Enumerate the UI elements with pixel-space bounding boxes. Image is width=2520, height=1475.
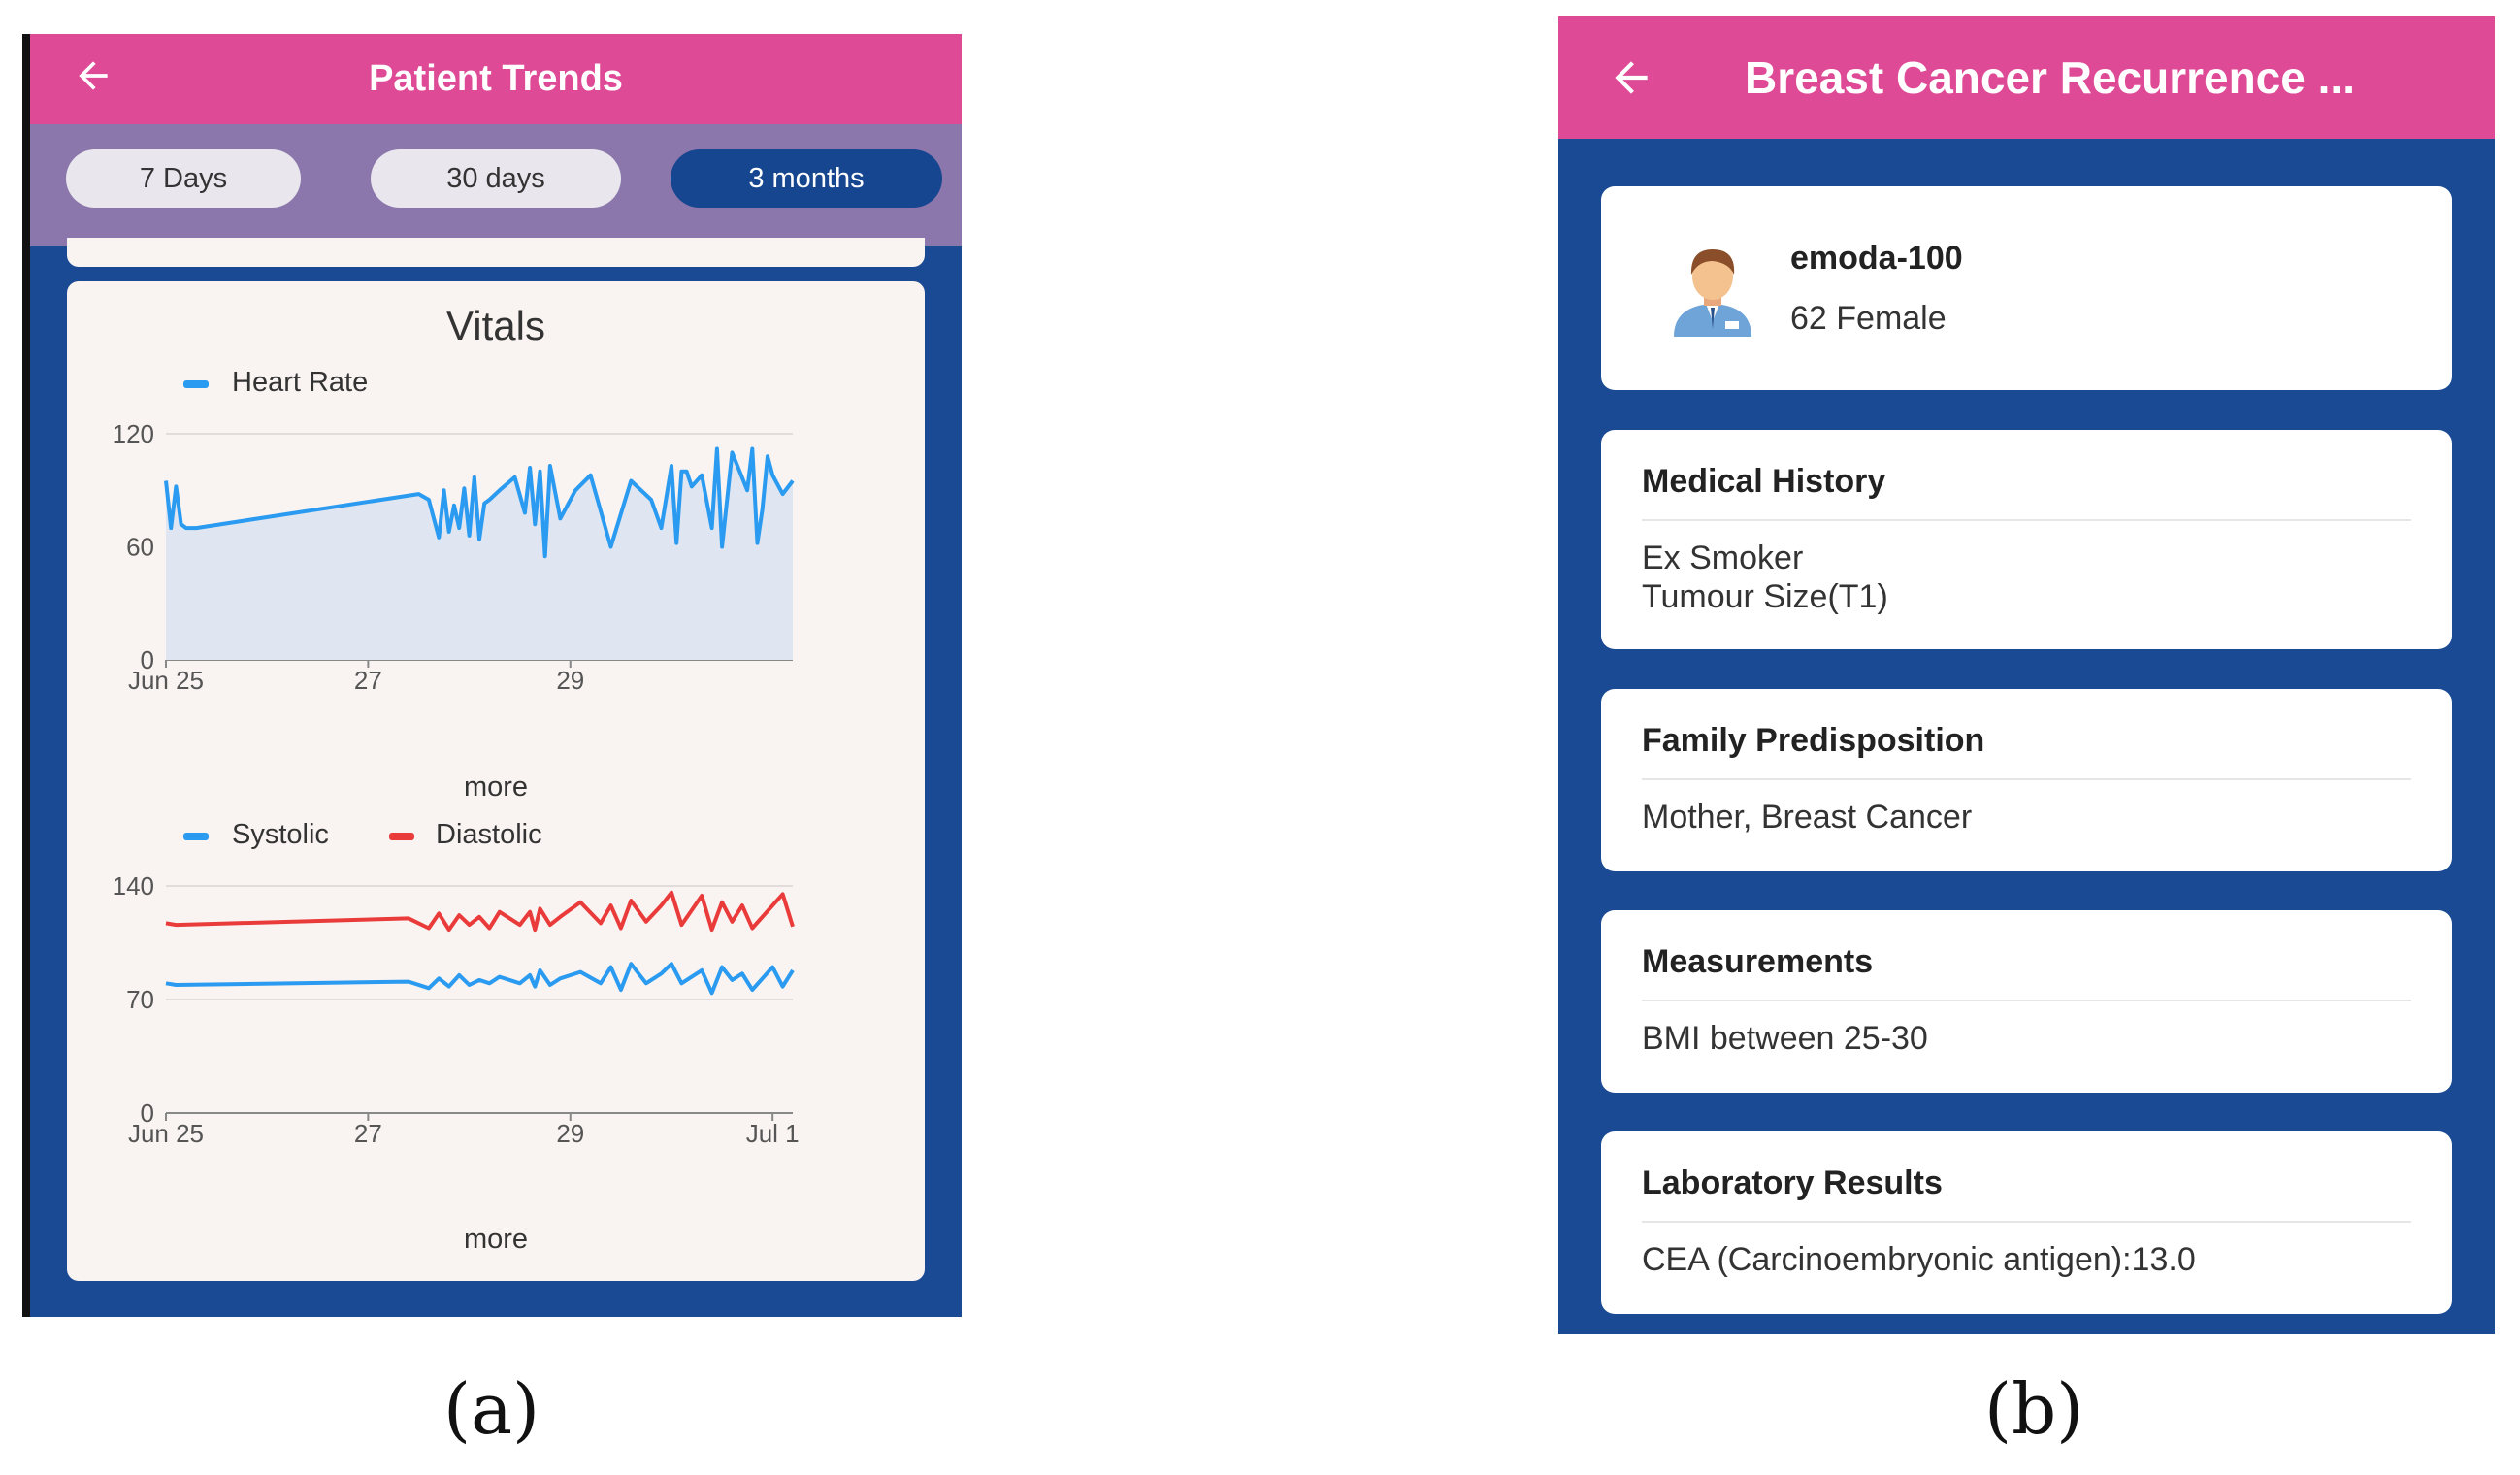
section-title: Medical History	[1642, 463, 1886, 500]
app-bar: Breast Cancer Recurrence ...	[1558, 16, 2495, 139]
legend-diastolic-swatch	[389, 833, 414, 840]
patient-profile-screen: Breast Cancer Recurrence ... emoda-100 6…	[1558, 16, 2495, 1334]
more-link-bp[interactable]: more	[464, 1224, 528, 1255]
series-line-heart-rate	[164, 446, 795, 559]
y-tick-label: 120	[113, 419, 154, 448]
x-tick-label: Jul 1	[746, 1119, 800, 1148]
arrow-left-icon	[79, 61, 108, 90]
section-body: CEA (Carcinoembryonic antigen):13.0	[1642, 1241, 2196, 1278]
chart-title: Vitals	[446, 303, 545, 348]
y-tick-label: 0	[141, 1098, 154, 1128]
legend-systolic[interactable]: Systolic	[232, 819, 329, 850]
previous-card-edge	[67, 238, 925, 267]
tab-30-days[interactable]: 30 days	[371, 149, 621, 208]
back-button[interactable]	[1607, 53, 1655, 102]
patient-trends-screen: Patient Trends 7 Days 30 days 3 months V…	[22, 34, 962, 1317]
legend-diastolic[interactable]: Diastolic	[436, 819, 542, 850]
caption-b: (b)	[1984, 1368, 2084, 1450]
measurements-card[interactable]: Measurements BMI between 25-30	[1601, 910, 2452, 1093]
legend-heart-rate-swatch	[183, 380, 209, 388]
person-avatar-icon	[1674, 249, 1751, 337]
page-title: Breast Cancer Recurrence ...	[1745, 52, 2355, 103]
x-tick-label: Jun 25	[128, 666, 204, 695]
back-button[interactable]	[69, 51, 117, 100]
series-line-systolic	[165, 962, 795, 996]
vitals-card: Vitals Heart Rate 0 60 120 Jun 25 27 29 more …	[67, 281, 925, 1281]
divider	[1642, 1000, 2411, 1001]
arrow-left-icon	[1615, 61, 1648, 94]
legend-systolic-swatch	[183, 833, 209, 840]
x-tick-label: Jun 25	[128, 1119, 204, 1148]
y-tick-label: 70	[126, 985, 154, 1014]
caption-a: (a)	[443, 1368, 540, 1450]
y-tick-label: 140	[113, 871, 154, 901]
tab-7-days[interactable]: 7 Days	[66, 149, 301, 208]
x-tick-label: 29	[556, 1119, 584, 1148]
app-bar: Patient Trends	[30, 34, 962, 124]
section-title: Family Predisposition	[1642, 722, 1985, 759]
section-body: BMI between 25-30	[1642, 1020, 1928, 1057]
section-body: Ex Smoker Tumour Size(T1)	[1642, 539, 1888, 616]
legend-heart-rate[interactable]: Heart Rate	[232, 367, 368, 398]
section-body: Mother, Breast Cancer	[1642, 799, 1973, 836]
more-link-vitals[interactable]: more	[464, 771, 528, 803]
history-item: Tumour Size(T1)	[1642, 578, 1888, 615]
history-item: Ex Smoker	[1642, 540, 1804, 576]
tab-3-months[interactable]: 3 months	[671, 149, 942, 208]
patient-demographics: 62 Female	[1790, 300, 1947, 337]
x-tick-label: 27	[354, 1119, 382, 1148]
page-title: Patient Trends	[369, 58, 623, 99]
divider	[1642, 1221, 2411, 1223]
series-area-0	[166, 448, 793, 660]
y-tick-label: 60	[126, 533, 154, 562]
heart-rate-chart: 0 60 120 Jun 25 27 29	[113, 419, 795, 695]
family-predisposition-card[interactable]: Family Predisposition Mother, Breast Can…	[1601, 689, 2452, 871]
laboratory-results-card[interactable]: Laboratory Results CEA (Carcinoembryonic…	[1601, 1131, 2452, 1314]
y-tick-label: 0	[141, 645, 154, 674]
x-tick-label: 29	[556, 666, 584, 695]
patient-card[interactable]: emoda-100 62 Female	[1601, 186, 2452, 390]
series-line-diastolic	[165, 890, 795, 933]
divider	[1642, 519, 2411, 521]
range-tabs: 7 Days 30 days 3 months	[30, 124, 962, 246]
section-title: Laboratory Results	[1642, 1164, 1943, 1201]
medical-history-card[interactable]: Medical History Ex Smoker Tumour Size(T1…	[1601, 430, 2452, 649]
patient-id: emoda-100	[1790, 240, 1963, 277]
divider	[1642, 778, 2411, 780]
section-title: Measurements	[1642, 943, 1874, 980]
blood-pressure-chart: 0 70 140 Jun 25 27 29 Jul 1	[113, 871, 800, 1148]
x-tick-label: 27	[354, 666, 382, 695]
